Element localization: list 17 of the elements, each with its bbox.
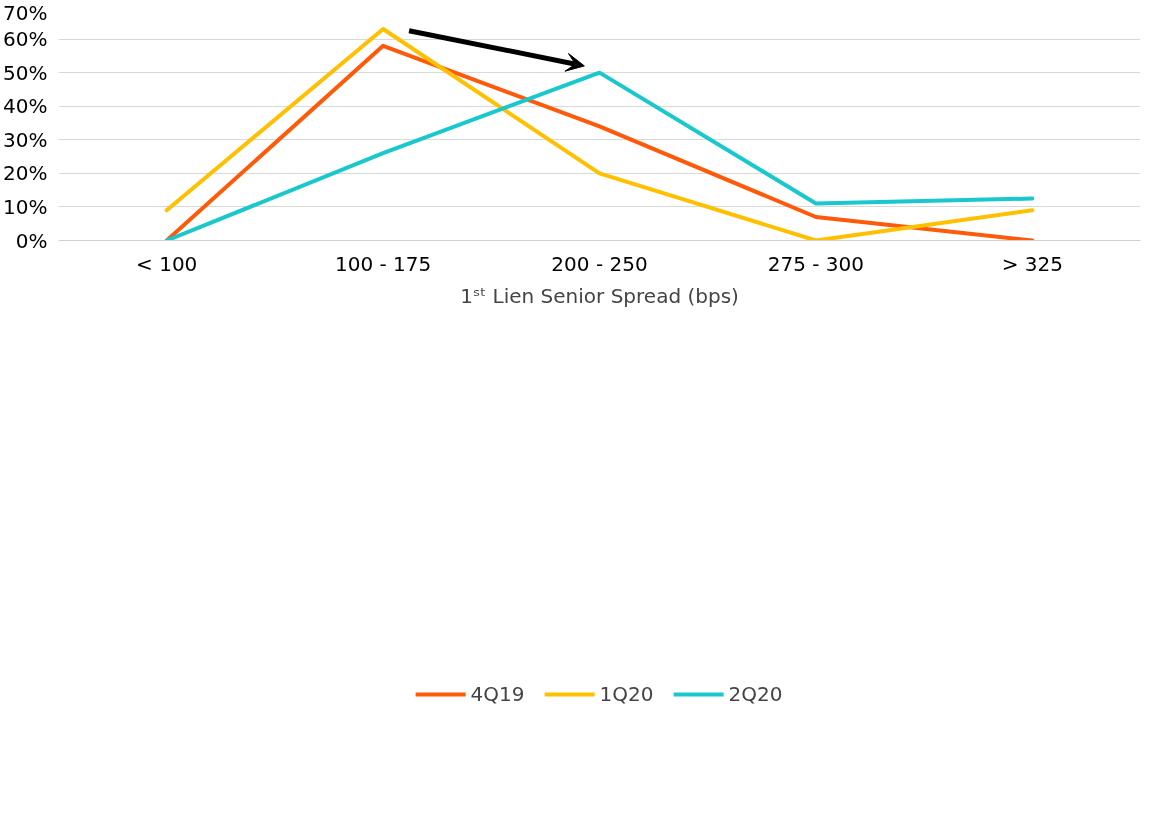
- x-tick-label: 275 - 300: [767, 251, 865, 276]
- y-tick-label: 50%: [3, 60, 48, 85]
- x-axis-title: 1ˢᵗ Lien Senior Spread (bps): [460, 283, 739, 308]
- x-tick-label: < 100: [136, 251, 198, 276]
- y-tick-label: 70%: [3, 0, 48, 25]
- legend-label: 1Q20: [599, 682, 654, 706]
- y-tick-label: 30%: [3, 127, 48, 152]
- y-tick-label: 0%: [15, 228, 48, 253]
- y-tick-label: 10%: [3, 194, 48, 219]
- y-tick-label: 20%: [3, 161, 48, 186]
- y-tick-label: 60%: [3, 27, 48, 52]
- x-tick-label: 100 - 175: [334, 251, 432, 276]
- x-tick-label: 200 - 250: [551, 251, 648, 276]
- legend-label: 2Q20: [728, 682, 783, 706]
- x-tick-label: > 325: [1001, 251, 1063, 276]
- legend-label: 4Q19: [470, 682, 525, 706]
- y-tick-label: 40%: [3, 94, 48, 119]
